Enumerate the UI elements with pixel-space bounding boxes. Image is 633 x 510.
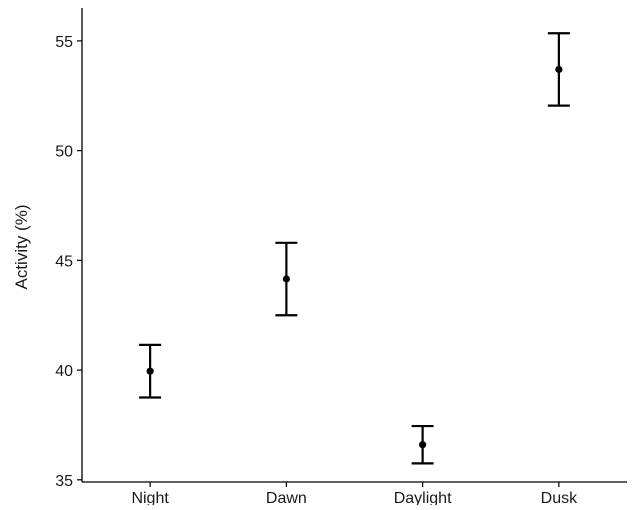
- error-bar-group: [139, 343, 162, 399]
- error-bar-group: [411, 424, 434, 465]
- y-tick-label: 50: [55, 144, 73, 161]
- data-marks: [139, 32, 570, 465]
- axes: [81, 8, 627, 483]
- y-tick-label: 45: [55, 253, 73, 270]
- x-tick-label: Dawn: [266, 490, 307, 505]
- x-tick-label: Dusk: [541, 490, 578, 505]
- y-ticks: 35 40 45 50 55: [55, 34, 82, 490]
- y-axis-title: Activity (%): [12, 205, 31, 290]
- data-point: [555, 65, 563, 74]
- data-point: [419, 441, 427, 449]
- x-tick-label: Night: [131, 490, 169, 505]
- x-ticks: Night Dawn Daylight Dusk: [131, 482, 578, 507]
- x-tick-label: Daylight: [394, 490, 452, 505]
- error-bar-group: [547, 32, 570, 107]
- y-tick-label: 40: [55, 363, 73, 380]
- data-point: [146, 367, 154, 375]
- error-bar-group: [275, 241, 298, 317]
- data-point: [282, 275, 290, 283]
- y-axis-title-group: Activity (%): [12, 205, 31, 290]
- y-tick-label: 35: [55, 473, 73, 490]
- y-tick-label: 55: [55, 34, 73, 51]
